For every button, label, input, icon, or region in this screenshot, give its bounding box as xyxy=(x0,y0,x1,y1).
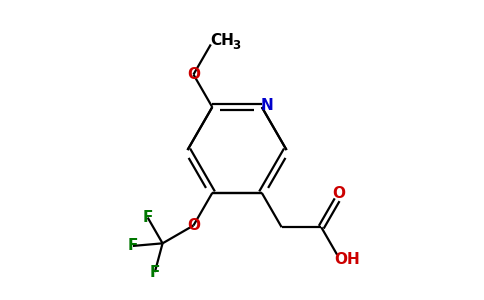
Text: OH: OH xyxy=(334,252,360,267)
Text: CH: CH xyxy=(211,33,235,48)
Text: F: F xyxy=(128,238,138,253)
Text: F: F xyxy=(142,210,153,225)
Text: O: O xyxy=(187,218,200,233)
Text: N: N xyxy=(260,98,273,112)
Text: O: O xyxy=(187,67,200,82)
Text: F: F xyxy=(150,265,160,280)
Text: O: O xyxy=(333,186,346,201)
Text: 3: 3 xyxy=(232,39,241,52)
